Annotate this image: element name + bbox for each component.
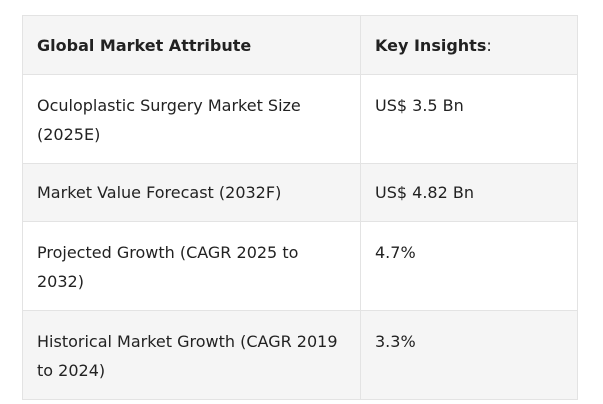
header-label: Key Insights bbox=[375, 35, 487, 55]
attribute-cell: Projected Growth (CAGR 2025 to 2032) bbox=[22, 221, 361, 311]
header-global-market-attribute: Global Market Attribute bbox=[22, 15, 361, 75]
table-row: Market Value Forecast (2032F) US$ 4.82 B… bbox=[22, 163, 578, 222]
insight-cell: US$ 3.5 Bn bbox=[360, 74, 578, 164]
header-colon: : bbox=[486, 35, 492, 55]
attribute-cell: Market Value Forecast (2032F) bbox=[22, 163, 361, 222]
attribute-cell: Oculoplastic Surgery Market Size (2025E) bbox=[22, 74, 361, 164]
insight-cell: 4.7% bbox=[360, 221, 578, 311]
market-insights-table: Global Market Attribute Key Insights: Oc… bbox=[22, 15, 578, 400]
header-key-insights: Key Insights: bbox=[360, 15, 578, 75]
table-header-row: Global Market Attribute Key Insights: bbox=[22, 15, 578, 75]
insight-cell: 3.3% bbox=[360, 310, 578, 400]
table-row: Projected Growth (CAGR 2025 to 2032) 4.7… bbox=[22, 221, 578, 311]
header-label: Global Market Attribute bbox=[37, 35, 252, 55]
insight-cell: US$ 4.82 Bn bbox=[360, 163, 578, 222]
attribute-cell: Historical Market Growth (CAGR 2019 to 2… bbox=[22, 310, 361, 400]
table-row: Historical Market Growth (CAGR 2019 to 2… bbox=[22, 310, 578, 400]
table-row: Oculoplastic Surgery Market Size (2025E)… bbox=[22, 74, 578, 164]
